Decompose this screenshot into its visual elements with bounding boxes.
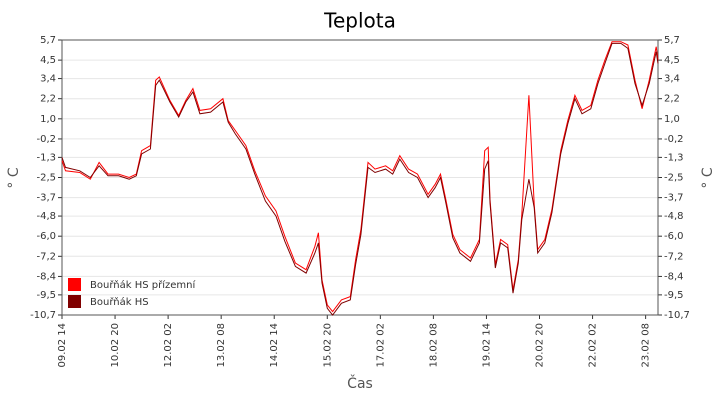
x-tick-label: 19.02 14 — [481, 323, 492, 368]
y2-tick-label: -2,5 — [664, 173, 684, 184]
y2-tick-label: -6,0 — [664, 231, 684, 242]
y2-tick-label: -1,3 — [664, 152, 684, 163]
series-line — [61, 42, 659, 316]
y2-tick-label: -0,2 — [664, 134, 684, 145]
y-tick-label: -4,8 — [36, 211, 56, 222]
legend-label: Bouřňák HS přízemní — [90, 279, 196, 291]
x-tick-label: 22.02 02 — [588, 323, 599, 368]
y2-tick-label: 1,0 — [664, 114, 680, 125]
y2-tick-label: -4,8 — [664, 211, 684, 222]
y-tick-label: 1,0 — [40, 114, 56, 125]
y2-tick-label: 3,4 — [664, 74, 680, 85]
y-tick-label: -7,2 — [36, 251, 56, 262]
y-tick-label: 4,5 — [40, 55, 56, 66]
x-tick-label: 13.02 08 — [216, 323, 227, 368]
y-axis-label: ° C — [6, 167, 22, 188]
plot-frame — [61, 39, 659, 316]
y2-tick-label: 4,5 — [664, 55, 680, 66]
legend-swatch — [68, 295, 81, 308]
x-tick-label: 18.02 08 — [428, 323, 439, 368]
legend-swatch — [68, 278, 81, 291]
chart-title: Teplota — [323, 9, 396, 33]
y2-tick-label: -9,5 — [664, 290, 684, 301]
x-tick-label: 10.02 20 — [110, 323, 121, 368]
legend-label: Bouřňák HS — [90, 296, 149, 308]
y2-tick-label: 2,2 — [664, 94, 680, 105]
x-tick-label: 20.02 20 — [535, 323, 546, 368]
y-tick-label: -3,7 — [36, 193, 56, 204]
y-tick-label: -9,5 — [36, 290, 56, 301]
y2-tick-label: -10,7 — [664, 310, 690, 321]
y2-tick-label: 5,7 — [664, 35, 680, 46]
y-tick-label: 2,2 — [40, 94, 56, 105]
x-axis-label: Čas — [347, 374, 373, 392]
y-tick-label: -6,0 — [36, 231, 56, 242]
y-tick-label: 5,7 — [40, 35, 56, 46]
series-line — [61, 41, 659, 313]
x-tick-label: 14.02 14 — [269, 323, 280, 368]
y-tick-label: -1,3 — [36, 152, 56, 163]
x-tick-label: 15.02 20 — [322, 323, 333, 368]
y2-tick-label: -3,7 — [664, 193, 684, 204]
y2-axis-label: ° C — [700, 167, 716, 188]
y2-tick-label: -7,2 — [664, 251, 684, 262]
y-tick-label: -0,2 — [36, 134, 56, 145]
y-tick-label: -10,7 — [30, 310, 56, 321]
y2-tick-label: -8,4 — [664, 271, 684, 282]
x-tick-label: 23.02 08 — [641, 323, 652, 368]
y-tick-label: -2,5 — [36, 173, 56, 184]
x-tick-label: 09.02 14 — [57, 323, 68, 368]
x-tick-label: 17.02 02 — [375, 323, 386, 368]
x-tick-label: 12.02 02 — [163, 323, 174, 368]
y-tick-label: -8,4 — [36, 271, 56, 282]
y-tick-label: 3,4 — [40, 74, 56, 85]
